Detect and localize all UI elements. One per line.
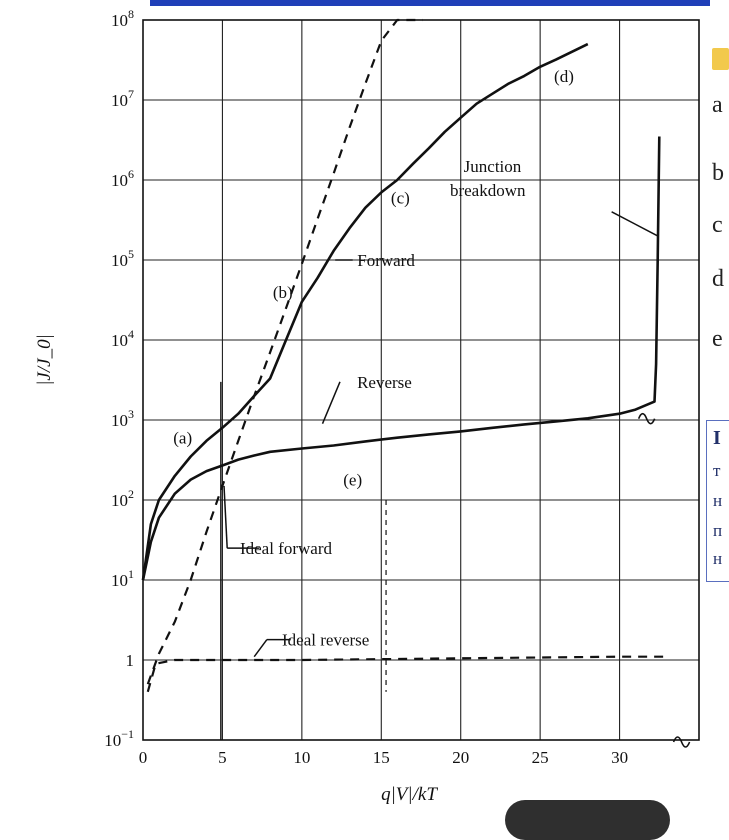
top-band-line <box>150 0 710 6</box>
y-axis-label: |J/J_0| <box>34 334 55 386</box>
side-note-line: т <box>713 461 721 480</box>
series-forward <box>141 42 589 581</box>
annotation-label: (b) <box>273 283 293 302</box>
side-letter: d <box>712 266 724 292</box>
side-letter: a <box>712 92 723 118</box>
ideal-forward-leader-stem <box>223 485 228 549</box>
axis-break-upper <box>637 412 656 425</box>
x-tick-label: 0 <box>139 748 148 767</box>
annotation-label: Ideal forward <box>240 539 333 558</box>
series-reverse <box>141 136 661 581</box>
x-tick-label: 10 <box>293 748 310 767</box>
y-tick-label: 10−1 <box>104 727 134 750</box>
annotations: (a) (b) (c) (d) (e) Forward Reverse Ideal forwa… <box>173 67 574 650</box>
y-tick-label: 104 <box>111 327 134 350</box>
plot-frame <box>142 19 700 741</box>
side-note-line: н <box>713 549 723 568</box>
x-tick-label: 20 <box>452 748 469 767</box>
annotation-label: (e) <box>343 471 362 490</box>
x-tick-label: 15 <box>373 748 390 767</box>
annotation-label: Junction <box>464 157 522 176</box>
series-ideal-forward <box>146 18 423 685</box>
x-tick-label: 25 <box>532 748 549 767</box>
annotation-label: Ideal reverse <box>282 631 369 650</box>
y-tick-labels: 108 107 106 105 104 103 102 101 1 10−1 <box>104 7 134 750</box>
x-tick-label: 5 <box>218 748 227 767</box>
annotation-label: (a) <box>173 429 192 448</box>
reverse-leader <box>321 381 341 424</box>
y-tick-label: 107 <box>111 87 134 110</box>
top-band <box>0 0 729 10</box>
annotation-label: (d) <box>554 67 574 86</box>
chart: 108 107 106 105 104 103 102 101 1 10−1 0 5 10 15 20 25… <box>34 7 700 805</box>
side-note-line: I <box>713 427 721 449</box>
grid <box>143 20 699 740</box>
x-tick-label: 30 <box>611 748 628 767</box>
axis-break-lower <box>672 736 691 748</box>
side-letter: e <box>712 326 723 352</box>
side-note-line: п <box>713 521 723 540</box>
annotation-label: breakdown <box>450 181 526 200</box>
y-tick-label: 103 <box>111 407 134 430</box>
x-axis-label: q|V|/kT <box>381 784 438 805</box>
ideal-reverse-leader-stem <box>253 639 268 658</box>
side-letter: c <box>712 212 723 238</box>
y-tick-label: 102 <box>111 487 134 510</box>
y-tick-label: 1 <box>126 651 135 670</box>
annotation-label: Forward <box>357 251 415 270</box>
series-layer <box>141 18 668 693</box>
y-tick-label: 101 <box>111 567 134 590</box>
decorations <box>220 211 691 748</box>
side-letter: b <box>712 160 724 186</box>
annotation-label: Reverse <box>357 373 412 392</box>
y-tick-label: 106 <box>111 167 134 190</box>
x-tick-labels: 0 5 10 15 20 25 30 <box>139 748 628 767</box>
bookmark-icon <box>712 48 729 70</box>
y-tick-label: 108 <box>111 7 134 30</box>
breakdown-leader <box>611 211 659 237</box>
overlay-pill[interactable] <box>505 800 670 840</box>
annotation-label: (c) <box>391 189 410 208</box>
series-ideal-reverse <box>146 655 668 693</box>
y-tick-label: 105 <box>111 247 134 270</box>
side-note-line: н <box>713 491 723 510</box>
